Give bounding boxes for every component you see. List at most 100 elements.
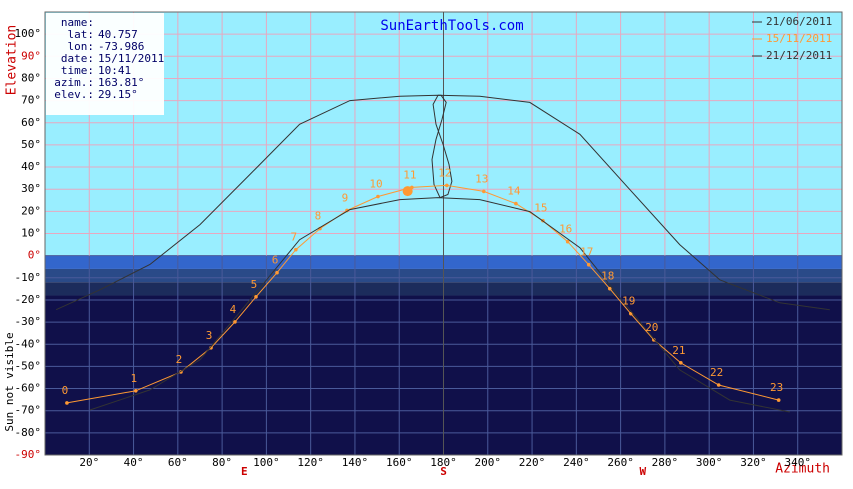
hour-point [481, 189, 486, 194]
legend-label: 21/12/2011 [766, 49, 832, 62]
y-tick-label: -90° [15, 448, 42, 461]
hour-point [376, 194, 380, 199]
info-label: azim.: [54, 76, 94, 89]
y-tick-label: 0° [28, 249, 41, 262]
hour-label: 2 [176, 353, 183, 366]
hour-label: 7 [291, 231, 298, 244]
chart-title: SunEarthTools.com [380, 18, 523, 34]
x-tick-label: 60° [168, 456, 188, 469]
y-tick-label: -50° [15, 359, 42, 372]
info-value: 29.15° [98, 88, 138, 101]
hour-label: 23 [770, 381, 783, 394]
x-axis-label: Azimuth [775, 462, 830, 477]
hour-label: 12 [438, 166, 451, 179]
hour-point [133, 388, 138, 393]
legend-label: 15/11/2011 [766, 32, 832, 45]
info-value: 15/11/2011 [98, 52, 164, 65]
hour-label: 13 [475, 172, 488, 185]
hour-label: 3 [206, 329, 213, 342]
y-tick-label: -40° [15, 337, 42, 350]
y-tick-label: 70° [21, 94, 41, 107]
x-tick-label: 100° [253, 456, 280, 469]
info-value: -73.986 [98, 40, 144, 53]
hour-label: 16 [559, 223, 572, 236]
legend-label: 21/06/2011 [766, 15, 832, 28]
hour-point [652, 338, 656, 342]
y-tick-label: 100° [15, 27, 42, 40]
x-tick-label: 260° [607, 456, 634, 469]
x-tick-label: 140° [342, 456, 369, 469]
x-tick-label: 120° [297, 456, 324, 469]
hour-point [565, 239, 570, 244]
hour-label: 21 [672, 344, 685, 357]
y-tick-label: 20° [21, 204, 41, 217]
x-tick-label: 340° [784, 456, 811, 469]
hour-point [233, 320, 237, 324]
hour-label: 14 [507, 185, 521, 198]
hour-point [65, 401, 69, 405]
x-tick-label: 80° [212, 456, 232, 469]
info-box [46, 13, 164, 115]
compass-label: S [440, 465, 447, 478]
hour-point [776, 398, 781, 402]
side-label: Sun not visible [3, 332, 16, 431]
info-value: 40.757 [98, 28, 138, 41]
hour-label: 10 [369, 178, 382, 191]
hour-point [716, 383, 721, 387]
x-tick-label: 320° [740, 456, 767, 469]
hour-label: 0 [62, 384, 69, 397]
hour-point [294, 247, 298, 252]
y-tick-label: 40° [21, 160, 41, 173]
series-line [89, 197, 790, 413]
y-tick-label: 80° [21, 71, 41, 84]
x-tick-label: 220° [519, 456, 546, 469]
x-tick-label: 160° [386, 456, 413, 469]
hour-label: 11 [403, 168, 416, 181]
compass-label: W [639, 465, 646, 478]
info-label: date: [61, 52, 94, 65]
y-tick-label: -80° [15, 426, 42, 439]
hour-label: 22 [710, 366, 723, 379]
hour-label: 19 [622, 295, 635, 308]
hour-point [607, 286, 612, 291]
x-tick-label: 20° [79, 456, 99, 469]
y-tick-label: -30° [15, 315, 42, 328]
hour-label: 1 [130, 372, 137, 385]
x-tick-label: 200° [475, 456, 502, 469]
hour-label: 15 [534, 202, 547, 215]
hour-point [586, 262, 591, 267]
x-tick-label: 240° [563, 456, 590, 469]
info-label: elev.: [54, 88, 94, 101]
sun-marker [402, 186, 413, 197]
y-tick-label: 60° [21, 116, 41, 129]
hour-point [514, 201, 518, 206]
hour-point [254, 295, 258, 299]
hour-point [275, 270, 279, 275]
hour-label: 6 [272, 254, 279, 267]
y-tick-label: 10° [21, 227, 41, 240]
hour-point [679, 361, 683, 365]
x-tick-label: 280° [652, 456, 679, 469]
compass-label: E [241, 465, 248, 478]
y-tick-label: 30° [21, 182, 41, 195]
hour-point [445, 183, 449, 188]
hour-label: 18 [601, 270, 614, 283]
x-tick-label: 300° [696, 456, 723, 469]
info-label: lon: [68, 40, 95, 53]
hour-label: 5 [251, 278, 258, 291]
info-label: name: [61, 16, 94, 29]
series-line [55, 94, 830, 311]
y-tick-label: 90° [21, 49, 41, 62]
hour-label: 4 [230, 303, 237, 316]
hour-label: 8 [315, 210, 322, 223]
info-value: 10:41 [98, 64, 131, 77]
info-label: lat: [68, 28, 95, 41]
info-value: 163.81° [98, 76, 144, 89]
y-tick-label: -60° [15, 382, 42, 395]
info-label: time: [61, 64, 94, 77]
series-line [66, 184, 779, 404]
y-tick-label: 50° [21, 138, 41, 151]
plot-area [44, 11, 843, 456]
y-axis-label: Elevation [5, 25, 20, 95]
